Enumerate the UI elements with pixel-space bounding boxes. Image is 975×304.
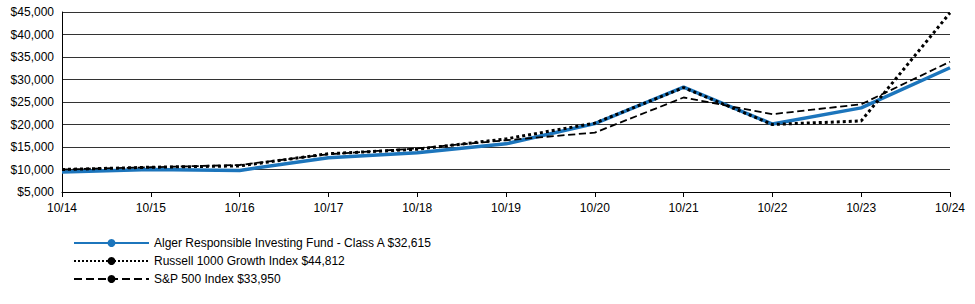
- svg-text:10/17: 10/17: [313, 201, 343, 215]
- svg-text:10/19: 10/19: [491, 201, 521, 215]
- svg-text:$20,000: $20,000: [11, 118, 55, 132]
- svg-text:$10,000: $10,000: [11, 163, 55, 177]
- svg-text:10/24: 10/24: [935, 201, 965, 215]
- svg-text:$30,000: $30,000: [11, 73, 55, 87]
- svg-text:$5,000: $5,000: [17, 185, 54, 199]
- svg-text:$45,000: $45,000: [11, 5, 55, 19]
- svg-text:10/15: 10/15: [136, 201, 166, 215]
- svg-text:10/16: 10/16: [225, 201, 255, 215]
- svg-text:10/23: 10/23: [846, 201, 876, 215]
- svg-text:10/20: 10/20: [580, 201, 610, 215]
- svg-text:10/14: 10/14: [47, 201, 77, 215]
- svg-text:Alger Responsible Investing Fu: Alger Responsible Investing Fund - Class…: [154, 236, 431, 250]
- svg-text:Russell 1000 Growth Index $44,: Russell 1000 Growth Index $44,812: [154, 254, 345, 268]
- svg-text:$35,000: $35,000: [11, 50, 55, 64]
- svg-text:10/22: 10/22: [757, 201, 787, 215]
- svg-text:$25,000: $25,000: [11, 95, 55, 109]
- svg-text:10/18: 10/18: [402, 201, 432, 215]
- svg-text:S&P 500 Index $33,950: S&P 500 Index $33,950: [154, 272, 281, 286]
- svg-text:$40,000: $40,000: [11, 28, 55, 42]
- svg-text:$15,000: $15,000: [11, 140, 55, 154]
- svg-text:10/21: 10/21: [669, 201, 699, 215]
